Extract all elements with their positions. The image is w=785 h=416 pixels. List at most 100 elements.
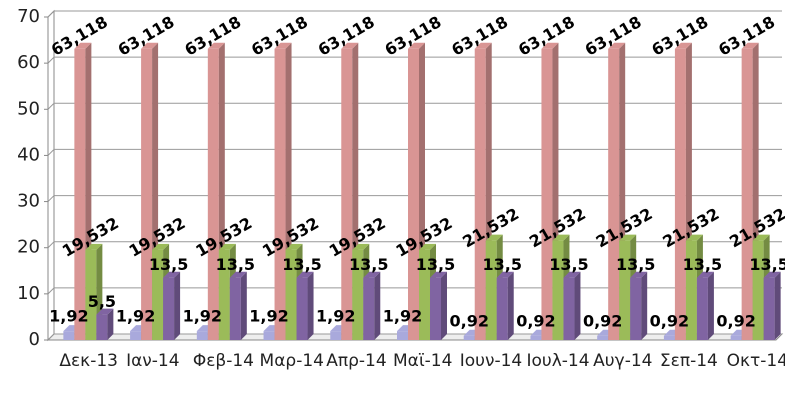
bar [496,277,508,340]
bar [352,249,364,340]
bar-top [741,42,759,49]
bar [341,48,353,340]
bar-top [552,234,570,241]
grid-line [47,102,782,110]
bar [263,331,275,340]
data-label: 0,92 [716,311,755,330]
data-label: 1,92 [383,307,422,326]
bar [274,48,286,340]
bar [196,331,208,340]
bar-top [352,243,370,250]
bar-top [685,234,703,241]
bar [696,277,708,340]
x-tick-label: Ιουν-14 [459,351,523,371]
bar-top [285,243,303,250]
bar [474,48,486,340]
bar-top [296,271,314,278]
grid-line [47,241,782,249]
bar [96,314,108,340]
bar-top [341,42,359,49]
bar-top [485,234,503,241]
x-tick-label: Φεβ-14 [192,351,254,371]
bar-top [207,42,225,49]
bar [685,240,697,340]
bar [608,48,620,340]
bar-top [674,42,692,49]
data-label: 0,92 [650,311,689,330]
bar-side [774,271,781,340]
bar-top [96,308,114,315]
data-label: 0,92 [583,311,622,330]
data-label: 1,92 [183,307,222,326]
data-label: 13,5 [482,255,521,274]
bar [74,48,86,340]
x-tick-label: Ιουλ-14 [526,351,590,371]
bar [730,335,742,340]
bar-top [274,42,292,49]
bar [296,277,308,340]
bar-top [430,271,447,278]
bar [229,277,241,340]
data-label: 13,5 [416,255,455,274]
data-label: 13,5 [216,255,255,274]
bar [330,331,342,340]
bar [530,335,542,340]
bar [463,335,475,340]
bar [285,249,297,340]
x-tick-label: Αυγ-14 [593,351,653,371]
bar [141,48,153,340]
bar-side [174,271,181,340]
bar-top [630,271,648,278]
bar-top [763,271,781,278]
bar [152,249,164,340]
bar-top [541,42,559,49]
bar [663,335,675,340]
bar-top [163,271,181,278]
bar [397,331,408,340]
bar-top [141,42,159,49]
grid-line [47,148,782,156]
bar [419,249,430,340]
bar-side [307,271,314,340]
bar [63,331,75,340]
bar [408,48,419,340]
data-label: 1,92 [316,307,355,326]
data-label: 13,5 [149,255,188,274]
bar-side [507,271,514,340]
bar-side [641,271,648,340]
y-tick-label: 10 [17,283,40,304]
bar [630,277,642,340]
bar-side [707,271,714,340]
grid-line [47,56,782,64]
data-label: 13,5 [749,255,785,274]
bar-top [696,271,714,278]
bar-top [474,42,492,49]
bar-top [229,271,247,278]
bar-side [240,271,247,340]
y-tick-label: 20 [17,237,40,258]
data-label: 1,92 [249,307,288,326]
y-tick-label: 40 [17,144,40,165]
bar-top [563,271,581,278]
bar-top [363,271,381,278]
bar [552,240,564,340]
x-tick-label: Μαρ-14 [259,351,324,371]
bar-top [85,243,103,250]
grid-line [47,10,782,18]
bar-top [608,42,626,49]
bar-side [441,271,447,340]
bar-top [752,234,770,241]
data-label: 1,92 [49,307,88,326]
bar [741,48,753,340]
bar [163,277,175,340]
bar [752,240,764,340]
bar [619,240,631,340]
data-label: 0,92 [449,311,488,330]
bar [218,249,230,340]
bar [485,240,497,340]
bar-top [74,42,92,49]
data-label: 13,5 [282,255,321,274]
bar [207,48,219,340]
